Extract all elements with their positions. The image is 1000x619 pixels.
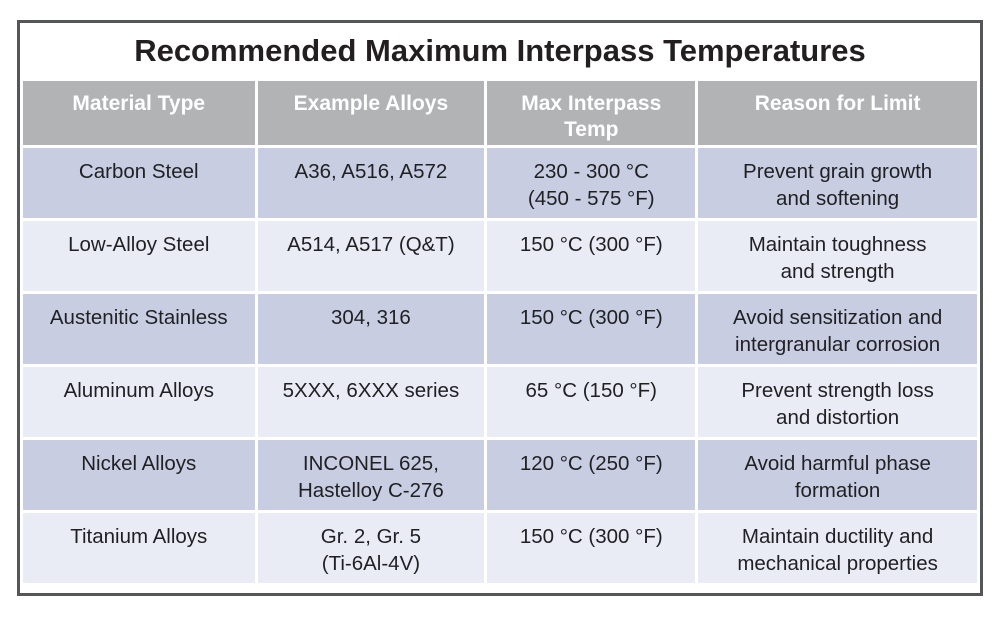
cell-alloys: 304, 316 [257, 294, 485, 364]
cell-material: Aluminum Alloys [23, 367, 255, 437]
cell-alloys: Gr. 2, Gr. 5 (Ti-6Al-4V) [257, 513, 485, 583]
table-row-aluminum-alloys: Aluminum Alloys 5XXX, 6XXX series 65 °C … [23, 367, 977, 437]
col-header-example-alloys: Example Alloys [257, 81, 485, 145]
cell-max-temp: 150 °C (300 °F) [487, 513, 696, 583]
cell-alloys: INCONEL 625, Hastelloy C-276 [257, 440, 485, 510]
col-header-reason-for-limit: Reason for Limit [698, 81, 977, 145]
cell-reason: Avoid sensitization and intergranular co… [698, 294, 977, 364]
cell-reason: Maintain toughness and strength [698, 221, 977, 291]
cell-material: Austenitic Stainless [23, 294, 255, 364]
interpass-temperature-table: Recommended Maximum Interpass Temperatur… [17, 20, 983, 596]
table-row-austenitic-stainless: Austenitic Stainless 304, 316 150 °C (30… [23, 294, 977, 364]
cell-max-temp: 230 - 300 °C (450 - 575 °F) [487, 148, 696, 218]
table-title: Recommended Maximum Interpass Temperatur… [134, 32, 866, 68]
col-header-material-type: Material Type [23, 81, 255, 145]
cell-max-temp: 120 °C (250 °F) [487, 440, 696, 510]
cell-material: Carbon Steel [23, 148, 255, 218]
cell-alloys: 5XXX, 6XXX series [257, 367, 485, 437]
col-header-max-interpass-temp: Max Interpass Temp [487, 81, 696, 145]
cell-alloys: A36, A516, A572 [257, 148, 485, 218]
table-row-nickel-alloys: Nickel Alloys INCONEL 625, Hastelloy C-2… [23, 440, 977, 510]
header-row: Material Type Example Alloys Max Interpa… [23, 81, 977, 145]
cell-alloys: A514, A517 (Q&T) [257, 221, 485, 291]
cell-reason: Prevent strength loss and distortion [698, 367, 977, 437]
cell-max-temp: 150 °C (300 °F) [487, 221, 696, 291]
cell-max-temp: 150 °C (300 °F) [487, 294, 696, 364]
table-row-titanium-alloys: Titanium Alloys Gr. 2, Gr. 5 (Ti-6Al-4V)… [23, 513, 977, 583]
table-row-low-alloy-steel: Low-Alloy Steel A514, A517 (Q&T) 150 °C … [23, 221, 977, 291]
table-row-carbon-steel: Carbon Steel A36, A516, A572 230 - 300 °… [23, 148, 977, 218]
cell-reason: Prevent grain growth and softening [698, 148, 977, 218]
cell-material: Nickel Alloys [23, 440, 255, 510]
cell-reason: Maintain ductility and mechanical proper… [698, 513, 977, 583]
cell-material: Titanium Alloys [23, 513, 255, 583]
cell-material: Low-Alloy Steel [23, 221, 255, 291]
data-table: Material Type Example Alloys Max Interpa… [20, 78, 980, 586]
cell-reason: Avoid harmful phase formation [698, 440, 977, 510]
cell-max-temp: 65 °C (150 °F) [487, 367, 696, 437]
